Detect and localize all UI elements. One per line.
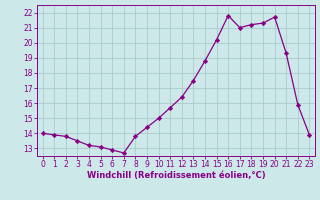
X-axis label: Windchill (Refroidissement éolien,°C): Windchill (Refroidissement éolien,°C) [87,171,265,180]
